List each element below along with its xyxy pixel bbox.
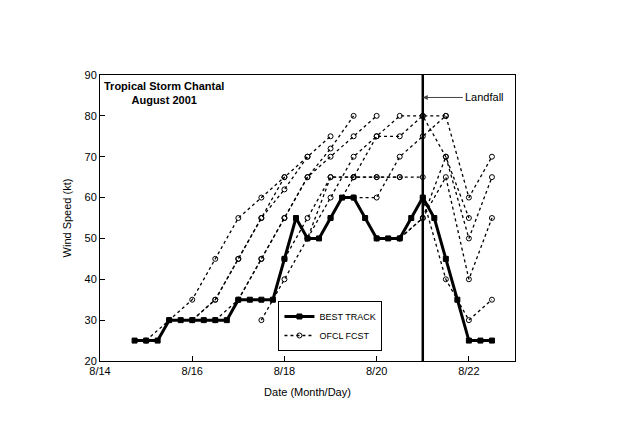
svg-text:Wind Speed (kt): Wind Speed (kt) [61,179,73,258]
svg-text:BEST TRACK: BEST TRACK [319,312,375,322]
svg-text:90: 90 [85,69,97,81]
svg-text:30: 30 [85,314,97,326]
svg-text:Landfall: Landfall [465,91,504,103]
svg-text:50: 50 [85,232,97,244]
svg-text:20: 20 [85,355,97,367]
svg-text:Tropical Storm ChantalAugust 2: Tropical Storm ChantalAugust 2001 [104,80,224,106]
svg-text:8/16: 8/16 [182,365,203,377]
svg-text:8/18: 8/18 [274,365,295,377]
svg-text:8/20: 8/20 [366,365,387,377]
svg-text:70: 70 [85,151,97,163]
svg-text:Date (Month/Day): Date (Month/Day) [264,386,351,398]
svg-text:40: 40 [85,273,97,285]
svg-text:8/22: 8/22 [458,365,479,377]
svg-text:OFCL FCST: OFCL FCST [319,331,369,341]
svg-text:80: 80 [85,110,97,122]
svg-text:8/14: 8/14 [89,365,110,377]
svg-text:60: 60 [85,191,97,203]
